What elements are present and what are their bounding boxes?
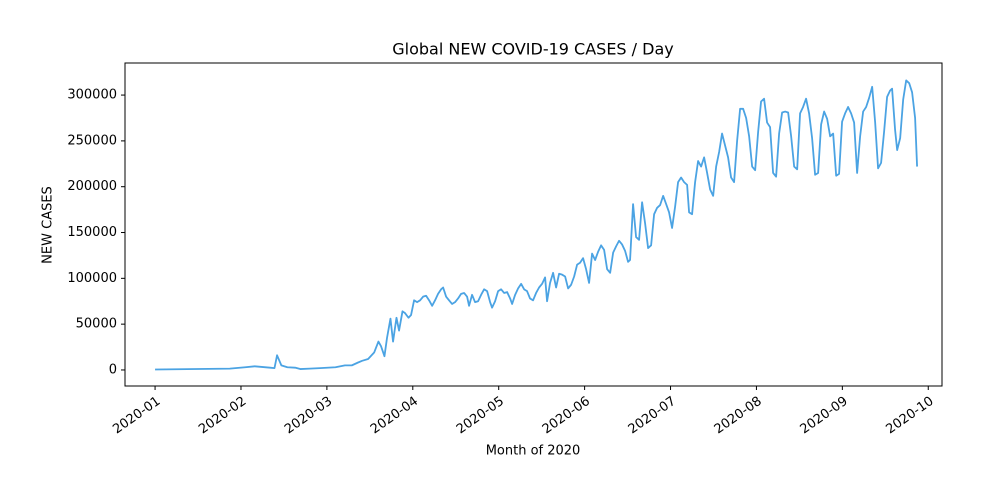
y-tick-label: 150000 bbox=[67, 225, 117, 240]
y-tick-label: 50000 bbox=[76, 317, 117, 332]
x-axis-label: Month of 2020 bbox=[486, 444, 581, 459]
chart-title: Global NEW COVID-19 CASES / Day bbox=[392, 40, 674, 59]
y-tick-label: 200000 bbox=[67, 179, 117, 194]
y-axis-label: NEW CASES bbox=[41, 186, 56, 264]
y-tick-label: 300000 bbox=[67, 88, 117, 103]
y-tick-label: 100000 bbox=[67, 271, 117, 286]
y-tick-label: 250000 bbox=[67, 133, 117, 148]
y-tick-label: 0 bbox=[109, 362, 117, 377]
plot-frame bbox=[124, 62, 943, 387]
data-line bbox=[155, 79, 918, 371]
